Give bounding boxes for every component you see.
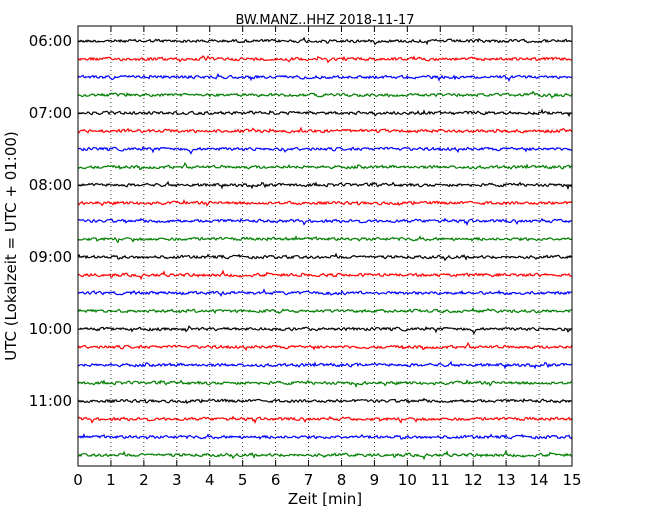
chart-title: BW.MANZ..HHZ 2018-11-17 <box>235 13 414 28</box>
trace-line <box>77 90 573 99</box>
trace-line <box>77 378 573 389</box>
trace-line <box>77 269 573 281</box>
y-axis-label: UTC (Lokalzeit = UTC + 01:00) <box>2 131 20 361</box>
x-tick-label: 14 <box>530 471 549 489</box>
trace-line <box>77 126 573 134</box>
trace-line <box>77 234 573 244</box>
x-tick-label: 12 <box>464 471 483 489</box>
x-tick-label: 10 <box>398 471 417 489</box>
seismic-traces <box>77 36 573 461</box>
trace-line <box>77 449 573 461</box>
y-tick-label: 09:00 <box>29 248 72 266</box>
plot-frame <box>77 25 573 467</box>
y-tick-label: 11:00 <box>29 392 72 410</box>
trace-line <box>77 180 573 191</box>
trace-line <box>77 307 573 315</box>
trace-line <box>77 217 573 227</box>
x-tick-label: 7 <box>304 471 314 489</box>
y-tick-label: 06:00 <box>29 32 72 50</box>
trace-line <box>77 360 573 370</box>
y-tick-label: 10:00 <box>29 320 72 338</box>
grid-lines <box>110 26 540 466</box>
trace-line <box>77 108 573 117</box>
trace-line <box>77 252 573 262</box>
trace-line <box>77 36 573 46</box>
x-tick-label: 2 <box>139 471 149 489</box>
x-tick-label: 1 <box>106 471 116 489</box>
trace-line <box>77 55 573 64</box>
x-axis-ticks: 0 1 2 3 4 5 6 7 8 9 10 11 12 13 14 15 <box>73 26 582 489</box>
trace-line <box>77 288 573 298</box>
trace-line <box>77 198 573 207</box>
x-axis-label: Zeit [min] <box>288 490 362 508</box>
trace-line <box>77 145 573 155</box>
x-tick-label: 3 <box>172 471 182 489</box>
trace-line <box>77 415 573 425</box>
y-tick-label: 07:00 <box>29 104 72 122</box>
x-tick-label: 9 <box>370 471 380 489</box>
trace-line <box>77 432 573 440</box>
y-tick-label: 08:00 <box>29 176 72 194</box>
x-tick-label: 6 <box>271 471 281 489</box>
trace-line <box>77 161 573 171</box>
x-tick-label: 15 <box>562 471 581 489</box>
x-tick-label: 8 <box>337 471 347 489</box>
trace-line <box>77 397 573 405</box>
x-tick-label: 0 <box>73 471 83 489</box>
trace-line <box>77 341 573 352</box>
trace-line <box>77 325 573 335</box>
y-axis-ticks: 06:00 07:00 08:00 09:00 10:00 11:00 <box>29 32 572 410</box>
x-tick-label: 5 <box>238 471 248 489</box>
x-tick-label: 13 <box>497 471 516 489</box>
x-tick-label: 11 <box>431 471 450 489</box>
trace-line <box>77 72 573 83</box>
x-tick-label: 4 <box>205 471 215 489</box>
